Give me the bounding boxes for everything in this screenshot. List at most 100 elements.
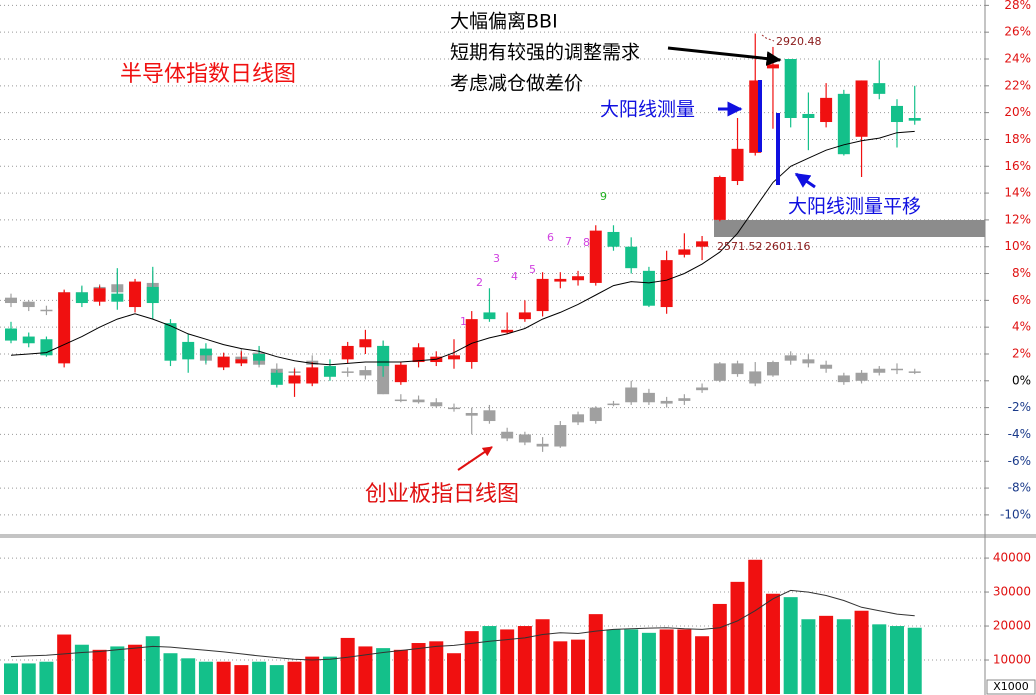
candle-body xyxy=(766,362,779,376)
candle-body xyxy=(713,176,726,220)
candle-body xyxy=(448,407,460,410)
td-count: 1 xyxy=(460,315,467,328)
y-tick-label: 22% xyxy=(1004,78,1031,92)
volume-bar xyxy=(110,646,125,694)
candle-body xyxy=(554,425,567,447)
volume-bar xyxy=(588,614,603,694)
candle-body xyxy=(784,58,797,118)
line-series xyxy=(10,130,915,366)
candle-body xyxy=(430,402,443,407)
candle-body xyxy=(802,359,815,364)
candle-body xyxy=(696,387,709,391)
y-tick-label: 6% xyxy=(1012,293,1031,307)
volume-bar xyxy=(305,656,320,694)
y-tick-label: 10% xyxy=(1004,239,1031,253)
td-count: 4 xyxy=(511,270,518,283)
td-count: 7 xyxy=(565,235,572,248)
volume-bar xyxy=(234,665,249,694)
volume-bar xyxy=(553,641,568,694)
volume-bar xyxy=(730,581,745,694)
y-tick-label: 0% xyxy=(1012,373,1031,387)
volume-bar xyxy=(57,634,72,694)
volume-bar xyxy=(482,626,497,694)
volume-bar xyxy=(447,653,461,694)
unit-label: X1000 xyxy=(993,680,1029,693)
candle-body xyxy=(837,375,850,383)
volume-bar xyxy=(624,629,639,694)
candle-body xyxy=(625,387,638,403)
candle-body xyxy=(784,355,797,361)
candle-body xyxy=(182,341,195,360)
candle-body xyxy=(501,329,514,333)
y-tick-label: 26% xyxy=(1004,25,1031,39)
y-tick-label: 20% xyxy=(1004,105,1031,119)
candle-body xyxy=(837,93,850,155)
volume-bar xyxy=(181,658,196,694)
candle-body xyxy=(22,301,35,308)
volume-bar xyxy=(252,661,267,694)
candle-body xyxy=(217,356,230,368)
volume-bar xyxy=(659,629,674,694)
candle-body xyxy=(394,399,407,402)
candle-body xyxy=(111,293,124,302)
candle-body xyxy=(855,80,868,137)
volume-bar xyxy=(500,629,515,694)
td-count: 3 xyxy=(493,252,500,265)
td-count: 2 xyxy=(476,276,483,289)
volume-bar xyxy=(216,661,231,694)
candle-body xyxy=(713,363,726,381)
candle-body xyxy=(731,363,744,375)
candle-body xyxy=(40,309,53,312)
volume-bar xyxy=(429,641,444,694)
candle-body xyxy=(518,312,531,320)
candle-body xyxy=(5,297,17,304)
price-label: 2601.16 xyxy=(765,240,811,253)
annotation: 大幅偏离BBI xyxy=(450,11,558,33)
volume-bar xyxy=(836,619,851,694)
y-tick-label: 8% xyxy=(1012,266,1031,280)
candle-body xyxy=(129,281,142,308)
candle-body xyxy=(58,292,71,364)
candle-body xyxy=(465,319,478,363)
volume-bar xyxy=(571,639,586,694)
volume-bar xyxy=(74,644,89,694)
volume-bar xyxy=(128,644,143,694)
y-tick-label: 30000 xyxy=(993,585,1031,599)
candle-body xyxy=(483,410,496,422)
volume-bar xyxy=(198,661,213,694)
candle-body xyxy=(164,323,177,361)
y-tick-label: 14% xyxy=(1004,186,1031,200)
candle-body xyxy=(359,339,372,348)
volume-bar xyxy=(287,661,302,694)
candle-body xyxy=(891,368,903,371)
volume-bar xyxy=(854,610,869,694)
arrow xyxy=(667,46,782,67)
candle-body xyxy=(22,336,35,344)
volume-bar xyxy=(39,661,54,694)
line-series xyxy=(10,589,915,661)
candle-body xyxy=(642,392,655,403)
candle-body xyxy=(678,249,691,255)
candle-body xyxy=(731,148,744,182)
candle-body xyxy=(448,355,460,360)
annotation: 考虑减仓做差价 xyxy=(450,73,583,95)
candle-body xyxy=(642,270,655,306)
volume-bar xyxy=(872,624,887,694)
candle-body xyxy=(572,276,585,281)
candle-body xyxy=(607,231,620,247)
candle-body xyxy=(589,230,602,283)
volume-bar xyxy=(376,648,391,694)
candle-body xyxy=(696,241,709,247)
candle-body xyxy=(589,407,602,422)
price-label: 2920.48 xyxy=(776,35,822,48)
price-label: 2571.52 xyxy=(717,240,763,253)
volume-bar xyxy=(92,649,107,694)
candle-body xyxy=(5,328,17,341)
volume-bar xyxy=(712,603,727,694)
annotation: 创业板指日线图 xyxy=(365,482,519,507)
annotation: 大阳线测量平移 xyxy=(788,196,921,218)
volume-bar xyxy=(163,653,178,694)
volume-bar xyxy=(890,626,904,694)
